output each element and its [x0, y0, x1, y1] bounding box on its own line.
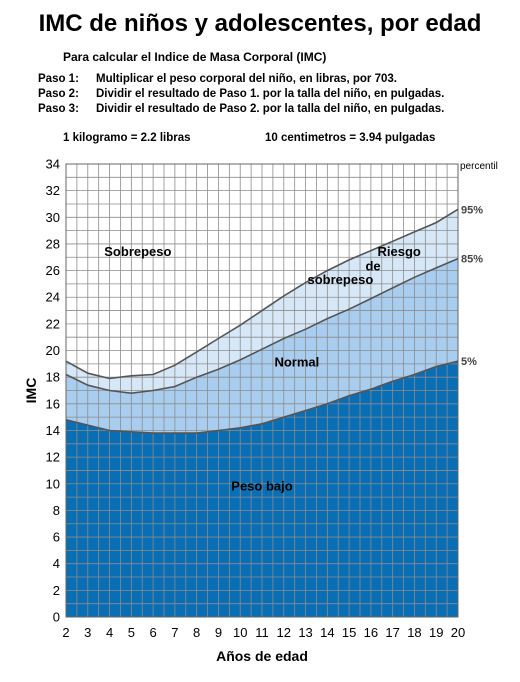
step-text: Dividir el resultado de Paso 1. por la t…	[96, 88, 445, 100]
x-tick-label: 4	[106, 625, 113, 640]
y-tick-label: 8	[53, 503, 60, 518]
step-label: Paso 2:	[38, 88, 79, 100]
y-tick-label: 12	[46, 450, 60, 465]
x-tick-label: 5	[128, 625, 135, 640]
series-label: 95%	[461, 204, 483, 216]
step-label: Paso 3:	[38, 103, 79, 115]
percentile-header: percentil	[460, 161, 498, 172]
percentile-curve	[65, 208, 459, 380]
y-tick-label: 20	[46, 343, 60, 358]
y-tick-label: 2	[53, 583, 60, 598]
x-tick-label: 15	[342, 625, 356, 640]
y-tick-label: 34	[46, 157, 60, 172]
y-tick-label: 32	[46, 183, 60, 198]
y-tick-label: 6	[53, 530, 60, 545]
x-tick-label: 6	[149, 625, 156, 640]
zone-label-at-risk: de	[365, 259, 380, 274]
x-tick-label: 2	[62, 625, 69, 640]
y-tick-label: 16	[46, 396, 60, 411]
step-text: Dividir el resultado de Paso 2. por la t…	[96, 103, 445, 115]
x-tick-label: 11	[255, 625, 269, 640]
step-text: Multiplicar el peso corporal del niño, e…	[96, 73, 397, 85]
plot-frame	[65, 163, 459, 618]
x-tick-label: 13	[298, 625, 312, 640]
zone-label-at-risk: Riesgo	[378, 244, 421, 259]
x-axis-label: Años de edad	[216, 648, 308, 664]
y-tick-label: 24	[46, 290, 60, 305]
x-tick-label: 19	[429, 625, 443, 640]
x-tick-label: 16	[364, 625, 378, 640]
zone-label-normal: Normal	[274, 355, 319, 370]
x-tick-label: 20	[451, 625, 465, 640]
y-tick-label: 18	[46, 370, 60, 385]
y-tick-label: 0	[53, 610, 60, 625]
y-tick-label: 30	[46, 210, 60, 225]
weight-conversion: 1 kilogramo = 2.2 libras	[63, 132, 191, 144]
x-tick-label: 12	[277, 625, 291, 640]
x-tick-label: 10	[233, 625, 247, 640]
zone-label-at-risk: sobrepeso	[308, 272, 374, 287]
x-tick-label: 17	[385, 625, 399, 640]
y-tick-label: 4	[53, 556, 60, 571]
step-2: Paso 2: Dividir el resultado de Paso 1. p…	[38, 87, 444, 102]
x-tick-label: 3	[84, 625, 91, 640]
curves-layer	[65, 208, 459, 434]
subtitle: Para calcular el Indice de Masa Corporal…	[63, 50, 327, 64]
y-tick-label: 26	[46, 263, 60, 278]
x-tick-label: 14	[320, 625, 334, 640]
y-axis-label: IMC	[23, 378, 39, 404]
series-label: 5%	[461, 356, 477, 368]
steps-list: Paso 1: Multiplicar el peso corporal del …	[38, 72, 444, 117]
percentile-curve	[65, 360, 459, 434]
y-tick-label: 28	[46, 236, 60, 251]
series-label: 85%	[461, 254, 483, 266]
length-conversion: 10 centimetros = 3.94 pulgadas	[265, 132, 436, 144]
step-3: Paso 3: Dividir el resultado de Paso 2. p…	[38, 102, 444, 117]
x-tick-label: 8	[193, 625, 200, 640]
y-tick-label: 10	[46, 476, 60, 491]
y-tick-label: 14	[46, 423, 60, 438]
page-title: IMC de niños y adolescentes, por edad	[38, 10, 482, 37]
y-tick-label: 22	[46, 316, 60, 331]
percentile-curve	[65, 257, 459, 395]
zone-label-overweight: Sobrepeso	[104, 244, 171, 259]
x-tick-label: 9	[215, 625, 222, 640]
step-label: Paso 1:	[38, 73, 79, 85]
step-1: Paso 1: Multiplicar el peso corporal del …	[38, 72, 444, 87]
x-tick-label: 18	[407, 625, 421, 640]
grid-layer	[65, 163, 459, 618]
zone-label-underweight: Peso bajo	[231, 478, 292, 493]
x-tick-label: 7	[171, 625, 178, 640]
